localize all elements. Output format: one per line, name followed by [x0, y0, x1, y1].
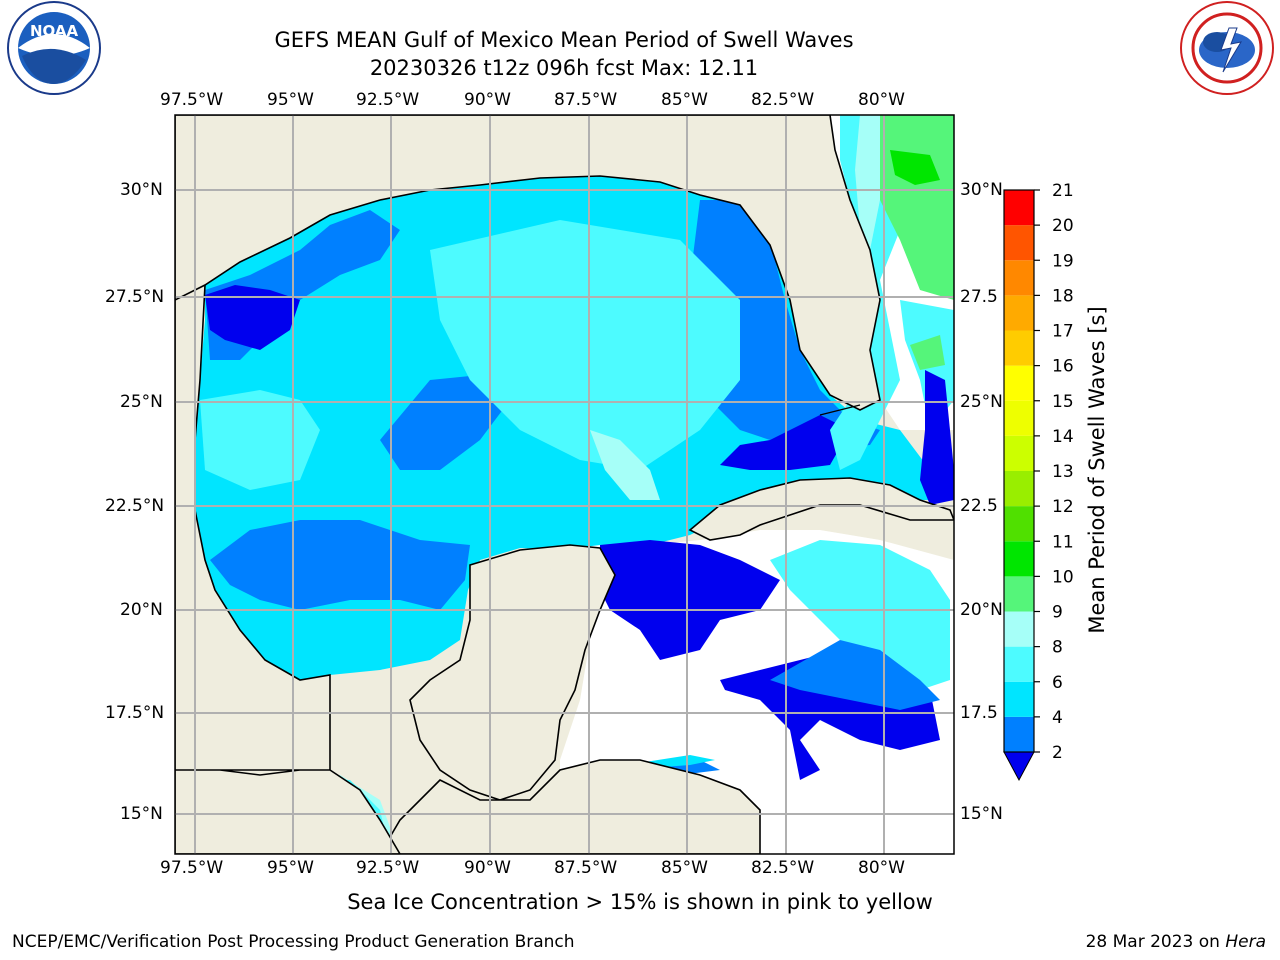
lat-label-left-20: 20°N — [120, 600, 163, 620]
colorbar-tick-label: 21 — [1052, 181, 1074, 201]
yucatan-land — [409, 544, 616, 801]
colorbar-bin-10-11 — [1004, 541, 1034, 577]
lon-label-bottom-97-5: 97.5°W — [160, 858, 224, 878]
colorbar-tick-label: 19 — [1052, 251, 1074, 271]
lon-label-top-85: 85°W — [661, 90, 708, 110]
lon-label-top-90: 90°W — [464, 90, 511, 110]
us-gulf-coast-land — [175, 115, 881, 411]
lat-label-left-27-5: 27.5°N — [105, 287, 165, 307]
colorbar-tick-label: 4 — [1052, 708, 1063, 728]
lat-label-left-17-5: 17.5°N — [105, 703, 165, 723]
colorbar-bin-18-19 — [1004, 260, 1034, 296]
honduras-gulf-band-light — [645, 755, 715, 768]
colorbar-tick-label: 13 — [1052, 462, 1074, 482]
lon-label-top-87-5: 87.5°W — [554, 90, 618, 110]
colorbar-tick-label: 14 — [1052, 427, 1074, 447]
colorbar-tick-label: 6 — [1052, 673, 1063, 693]
lat-label-left-30: 30°N — [120, 180, 163, 200]
colorbar-bin-15-16 — [1004, 365, 1034, 401]
period-band-2-4-west — [210, 520, 470, 610]
colorbar-tick-label: 12 — [1052, 497, 1074, 517]
lon-label-top-80: 80°W — [858, 90, 905, 110]
colorbar-bin-2-4 — [1004, 716, 1034, 752]
colorbar-bin-17-18 — [1004, 295, 1034, 331]
lon-label-bottom-90: 90°W — [464, 858, 511, 878]
colorbar-tick-label: 10 — [1052, 567, 1074, 587]
colorbar-tick-label: 17 — [1052, 322, 1074, 342]
machine-name: Hera — [1225, 932, 1266, 952]
lat-label-right-20: 20°N — [960, 600, 1003, 620]
lat-label-left-15: 15°N — [120, 804, 163, 824]
lon-label-top-82-5: 82.5°W — [751, 90, 815, 110]
caribbean-band-under — [600, 540, 780, 660]
map-plot-area — [175, 115, 954, 854]
date-text: 28 Mar 2023 on — [1085, 932, 1220, 952]
colorbar-bin-14-15 — [1004, 400, 1034, 436]
lat-label-right-15: 15°N — [960, 804, 1003, 824]
lon-label-bottom-87-5: 87.5°W — [554, 858, 618, 878]
florida-keys — [819, 404, 861, 416]
period-band-2-4-nw — [205, 285, 300, 350]
colorbar-tick-label: 8 — [1052, 638, 1063, 658]
lon-label-bottom-92-5: 92.5°W — [356, 858, 420, 878]
colorbar-label: Mean Period of Swell Waves [s] — [1085, 306, 1109, 634]
lon-label-bottom-85: 85°W — [661, 858, 708, 878]
nws-logo — [1175, 0, 1280, 100]
colorbar-bin-13-14 — [1004, 435, 1034, 471]
map-frame — [174, 114, 955, 855]
lat-label-right-25: 25°N — [960, 392, 1003, 412]
colorbar-tick-label: 9 — [1052, 603, 1063, 623]
atlantic-band-10-11 — [890, 150, 940, 185]
colorbar: 2 4 6 8 9 10 11 12 13 14 15 16 17 18 19 20 21 — [1003, 181, 1074, 782]
colorbar-tick-label: 2 — [1052, 743, 1063, 763]
sea-ice-note: Sea Ice Concentration > 15% is shown in … — [347, 890, 933, 914]
colorbar-bin-19-20 — [1004, 225, 1034, 261]
map-title: GEFS MEAN Gulf of Mexico Mean Period of … — [274, 28, 854, 52]
map-subtitle: 20230326 t12z 096h fcst Max: 12.11 — [369, 56, 759, 80]
credit-text: NCEP/EMC/Verification Post Processing Pr… — [12, 932, 575, 952]
date-stamp: 28 Mar 2023 on Hera — [1086, 932, 1266, 952]
period-band-6-8-center — [430, 220, 740, 470]
colorbar-bin-16-17 — [1004, 330, 1034, 366]
colorbar-bin-8-9 — [1004, 611, 1034, 647]
colorbar-tick-label: 18 — [1052, 286, 1074, 306]
colorbar-bin-12-13 — [1004, 471, 1034, 507]
colorbar-tick-label: 16 — [1052, 357, 1074, 377]
gridlines — [175, 115, 954, 854]
caribbean-band-2-4 — [770, 640, 940, 710]
lon-label-bottom-80: 80°W — [858, 858, 905, 878]
period-band-6-8-west — [200, 390, 320, 490]
colorbar-tick-label: 11 — [1052, 532, 1074, 552]
colorbar-tick-label: 15 — [1052, 392, 1074, 412]
lon-label-bottom-95: 95°W — [267, 858, 314, 878]
lat-label-left-25: 25°N — [120, 392, 163, 412]
colorbar-bin-20-21 — [1004, 190, 1034, 226]
period-band-8-9-center — [590, 430, 660, 500]
lat-label-right-17-5: 17.5 — [960, 703, 998, 723]
lon-label-top-97-5: 97.5°W — [160, 90, 224, 110]
lat-label-right-22-5: 22.5 — [960, 496, 998, 516]
colorbar-under-triangle — [1003, 751, 1035, 782]
colorbar-bin-9-10 — [1004, 576, 1034, 612]
noaa-logo: NOAA — [0, 0, 110, 100]
svg-text:NOAA: NOAA — [30, 22, 79, 40]
lon-label-top-92-5: 92.5°W — [356, 90, 420, 110]
colorbar-bin-6-8 — [1004, 646, 1034, 682]
atlantic-band-9-10 — [870, 115, 954, 300]
caribbean-band-6-8 — [770, 540, 950, 690]
lat-label-right-30: 30°N — [960, 180, 1003, 200]
lon-label-top-95: 95°W — [267, 90, 314, 110]
atlantic-band-8-9 — [855, 115, 880, 250]
colorbar-tick-label: 20 — [1052, 216, 1074, 236]
bahamas-band-under — [920, 370, 954, 505]
lat-label-left-22-5: 22.5°N — [105, 496, 165, 516]
lon-label-bottom-82-5: 82.5°W — [751, 858, 815, 878]
lat-label-right-27-5: 27.5 — [960, 287, 998, 307]
colorbar-bin-11-12 — [1004, 506, 1034, 542]
bahamas-band-green — [910, 335, 945, 370]
colorbar-bin-4-6 — [1004, 681, 1034, 717]
period-band-2-4-center — [380, 375, 510, 470]
central-america-land — [379, 759, 761, 854]
